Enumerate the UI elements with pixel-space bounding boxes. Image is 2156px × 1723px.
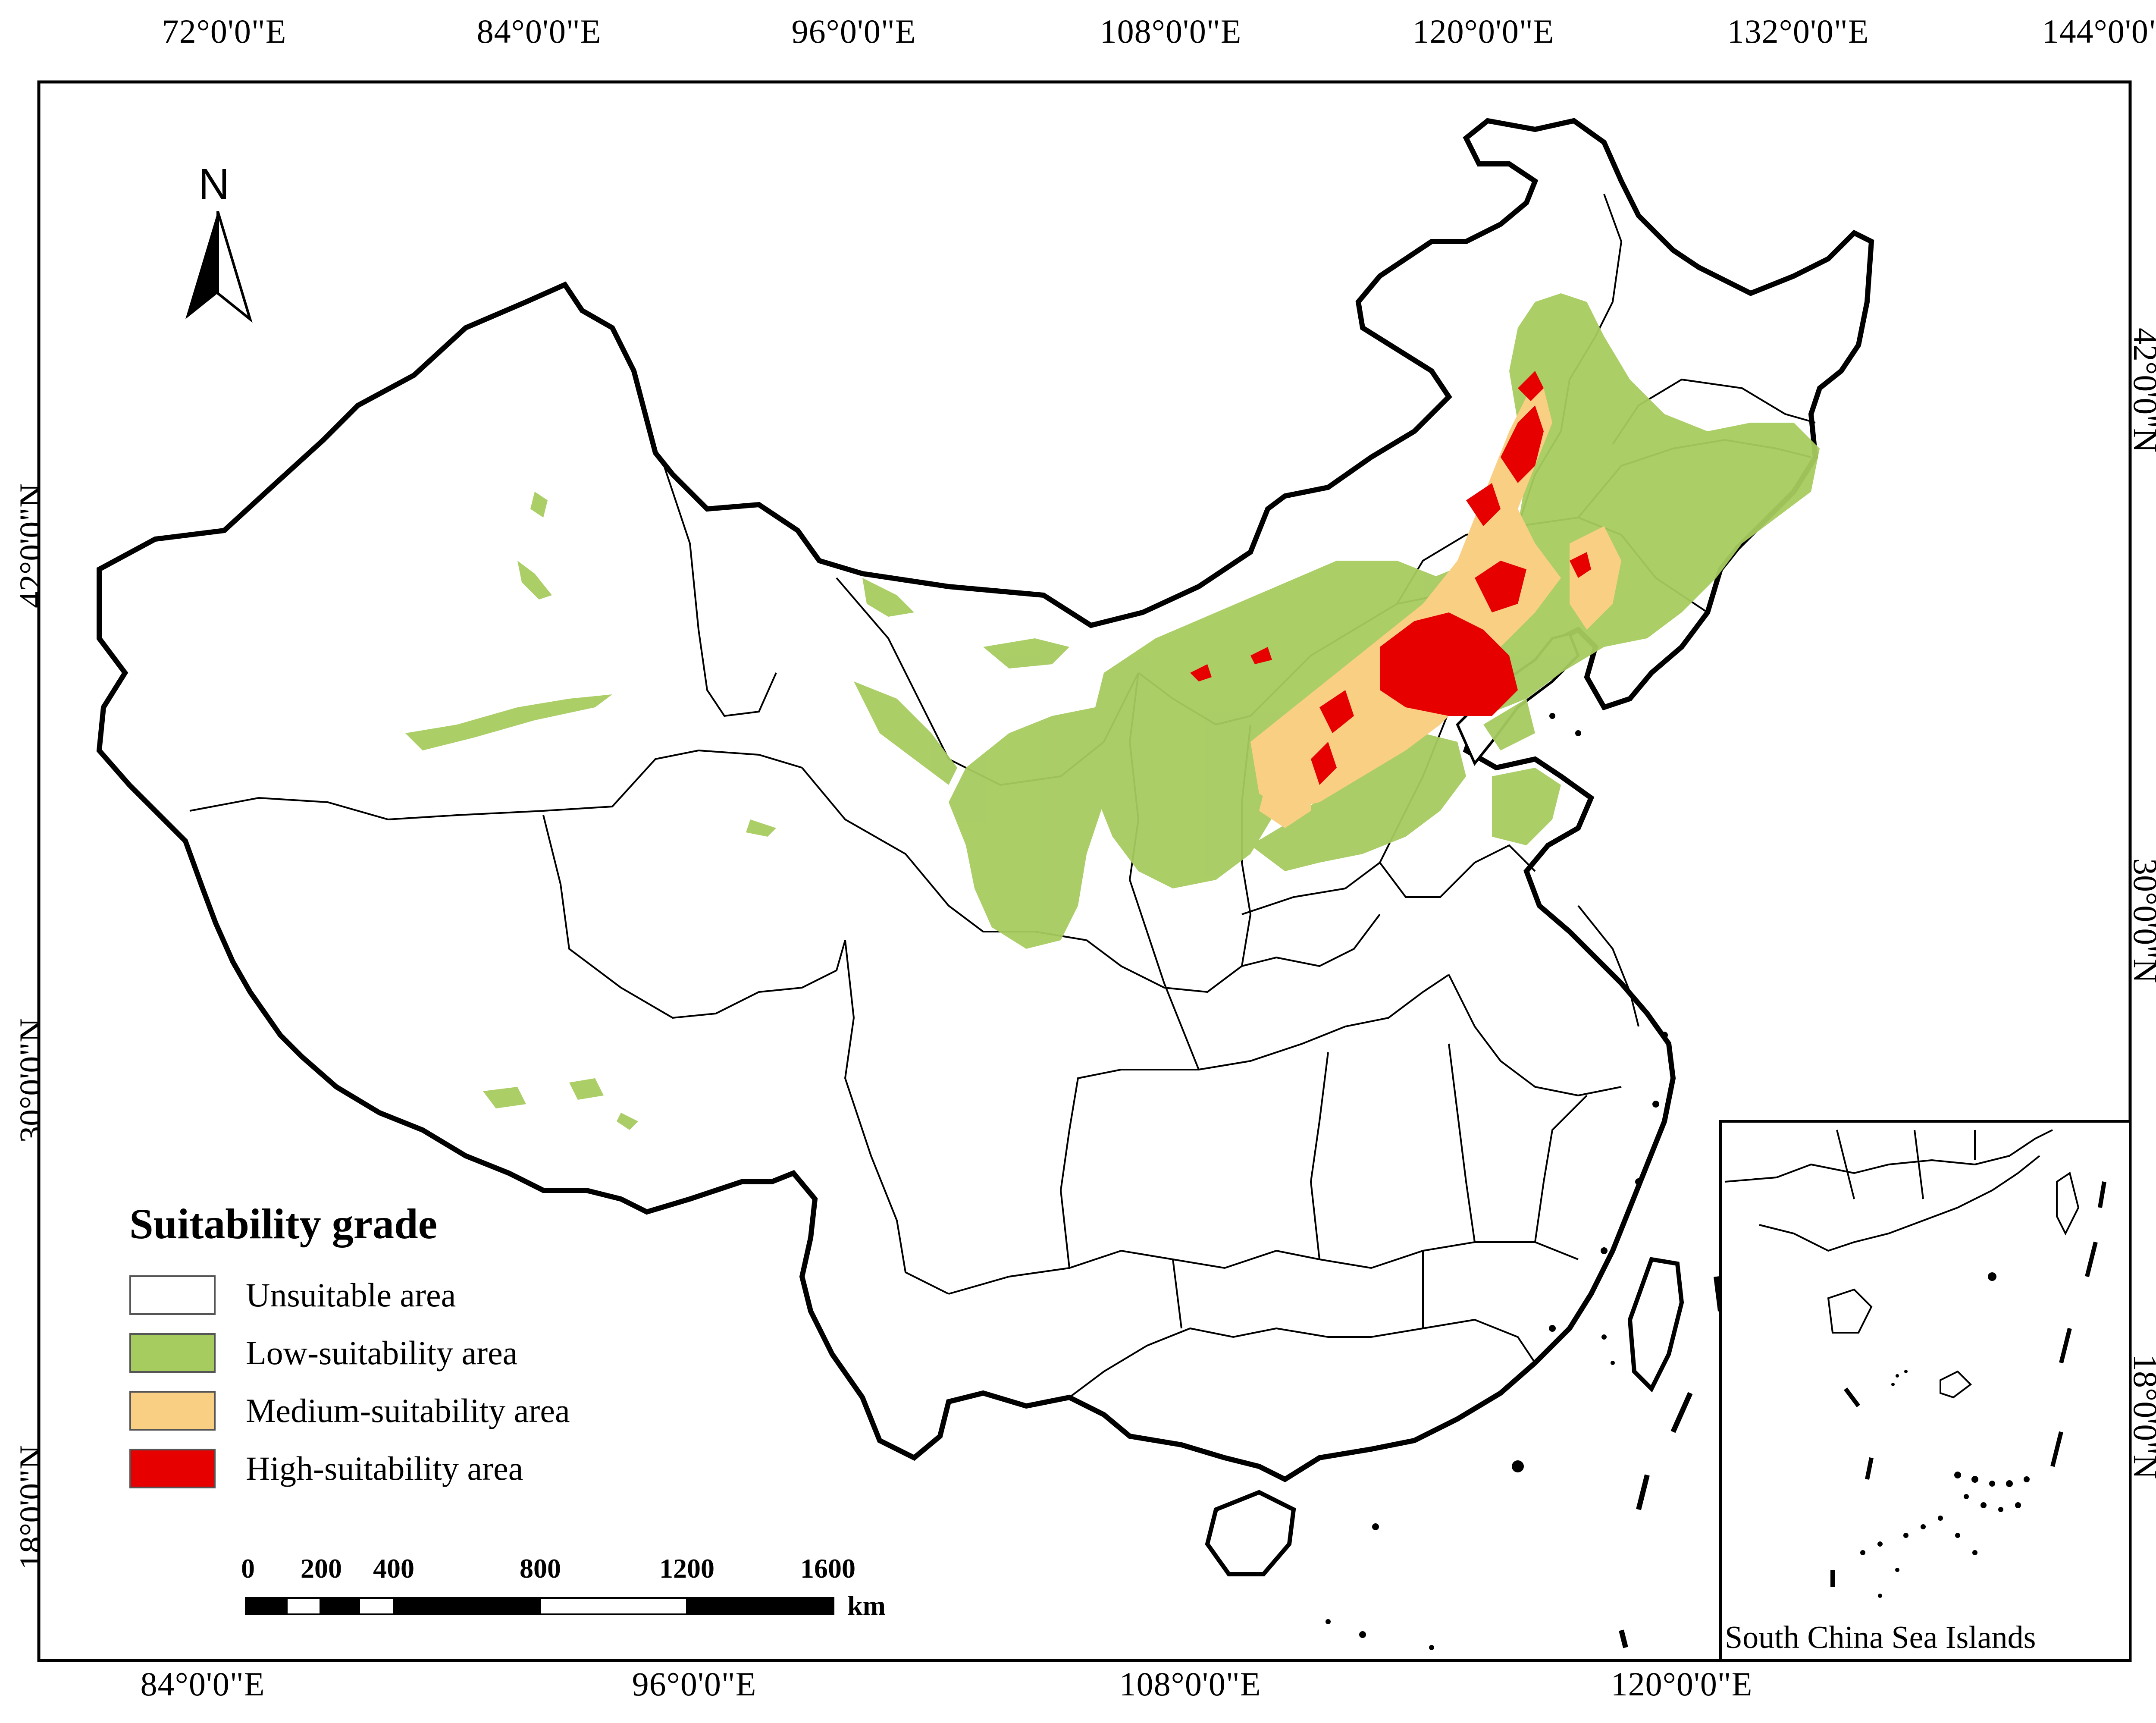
north-label: N (198, 160, 230, 208)
legend-swatch-medium (129, 1391, 216, 1431)
legend-item-unsuitable: Unsuitable area (129, 1274, 570, 1316)
high-suitability-patches (1190, 371, 1591, 785)
top-tick-96e: 96°0'0"E (791, 13, 916, 50)
top-tick-120e: 120°0'0"E (1412, 13, 1554, 50)
legend-label-high: High-suitability area (246, 1450, 523, 1487)
scale-label-200: 200 (301, 1553, 342, 1584)
scale-label-1600: 1600 (800, 1553, 856, 1584)
legend-swatch-unsuitable (129, 1275, 216, 1315)
inset-coastline (1724, 1129, 2080, 1399)
inset-dash-line (1830, 1181, 2106, 1587)
top-tick-144e: 144°0'0"E (2042, 13, 2156, 50)
north-arrow-icon (185, 211, 253, 323)
province-boundaries (189, 194, 1816, 1398)
legend-swatch-high (129, 1449, 216, 1488)
top-tick-132e: 132°0'0"E (1727, 13, 1869, 50)
sea-islands (1326, 1334, 1615, 1650)
coastal-islands (1549, 713, 1668, 1332)
legend-label-unsuitable: Unsuitable area (246, 1276, 456, 1314)
bottom-tick-84e: 84°0'0"E (140, 1665, 265, 1703)
scale-label-0: 0 (241, 1553, 255, 1584)
legend: Suitability grade Unsuitable area Low-su… (129, 1199, 570, 1506)
scale-label-800: 800 (520, 1553, 561, 1584)
scale-unit: km (847, 1590, 886, 1621)
scale-label-1200: 1200 (659, 1553, 714, 1584)
inset-frame (1719, 1120, 2131, 1662)
top-tick-108e: 108°0'0"E (1100, 13, 1242, 50)
legend-swatch-low (129, 1333, 216, 1373)
legend-item-medium: Medium-suitability area (129, 1390, 570, 1431)
bottom-tick-120e: 120°0'0"E (1611, 1665, 1753, 1703)
bottom-tick-108e: 108°0'0"E (1119, 1665, 1261, 1703)
inset-caption: South China Sea Islands (1725, 1620, 2036, 1655)
taiwan-island (1627, 1257, 1684, 1393)
legend-item-high: High-suitability area (129, 1448, 570, 1489)
legend-title: Suitability grade (129, 1200, 437, 1248)
legend-label-low: Low-suitability area (246, 1334, 518, 1371)
top-tick-84e: 84°0'0"E (476, 13, 602, 50)
scale-bar (245, 1597, 834, 1615)
bottom-tick-96e: 96°0'0"E (632, 1665, 757, 1703)
hainan-island (1205, 1490, 1296, 1576)
top-tick-72e: 72°0'0"E (162, 13, 287, 50)
legend-label-medium: Medium-suitability area (246, 1392, 570, 1429)
legend-item-low: Low-suitability area (129, 1332, 570, 1374)
inset-islands (1860, 1272, 2030, 1598)
scale-label-400: 400 (373, 1553, 414, 1584)
